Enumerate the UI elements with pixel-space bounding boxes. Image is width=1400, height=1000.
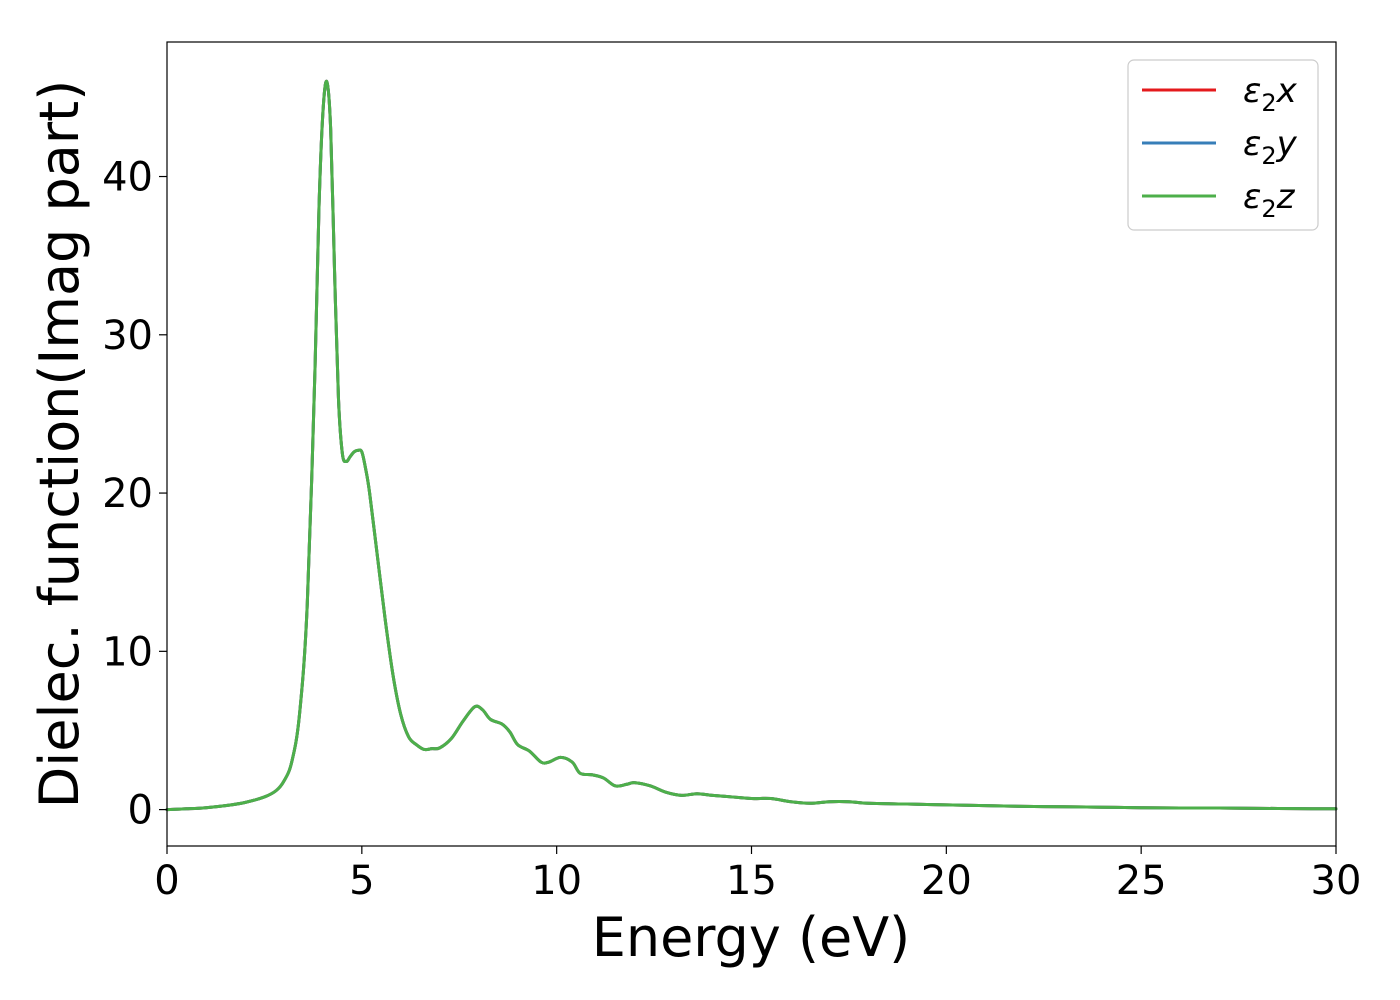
x-tick-label-3: 15 bbox=[726, 858, 777, 904]
legend-base-eps2z: ε bbox=[1243, 177, 1261, 217]
legend-base-eps2x: ε bbox=[1243, 71, 1261, 111]
y-tick-label-1: 10 bbox=[102, 629, 153, 675]
y-tick-label-2: 20 bbox=[102, 471, 153, 517]
legend-var-eps2x: x bbox=[1276, 71, 1298, 111]
x-tick-label-2: 10 bbox=[531, 858, 582, 904]
x-tick-label-5: 25 bbox=[1116, 858, 1167, 904]
y-ticks: 0 10 20 30 40 bbox=[102, 155, 167, 834]
y-tick-label-4: 40 bbox=[102, 155, 153, 201]
y-tick-label-3: 30 bbox=[102, 313, 153, 359]
x-tick-label-0: 0 bbox=[154, 858, 179, 904]
x-ticks: 0 5 10 15 20 25 30 bbox=[154, 846, 1361, 904]
legend-sub-eps2x: 2 bbox=[1261, 89, 1276, 117]
legend-label-eps2y: ε2y bbox=[1243, 124, 1298, 170]
legend-sub-eps2z: 2 bbox=[1261, 195, 1276, 223]
y-axis-label: Dielec. function(Imag part) bbox=[28, 80, 91, 809]
legend-label-eps2x: ε2x bbox=[1243, 71, 1298, 117]
legend-box bbox=[1127, 59, 1319, 231]
x-tick-label-1: 5 bbox=[349, 858, 374, 904]
x-axis-label: Energy (eV) bbox=[592, 906, 911, 969]
legend-var-eps2y: y bbox=[1276, 124, 1298, 164]
legend-sub-eps2y: 2 bbox=[1261, 142, 1276, 170]
series-line-eps2z bbox=[165, 79, 1338, 812]
legend-var-eps2z: z bbox=[1276, 177, 1296, 217]
legend-base-eps2y: ε bbox=[1243, 124, 1261, 164]
x-tick-label-4: 20 bbox=[921, 858, 972, 904]
x-tick-label-6: 30 bbox=[1311, 858, 1362, 904]
y-tick-label-0: 0 bbox=[128, 788, 153, 834]
legend-label-eps2z: ε2z bbox=[1243, 177, 1296, 223]
series-layer bbox=[165, 79, 1338, 812]
